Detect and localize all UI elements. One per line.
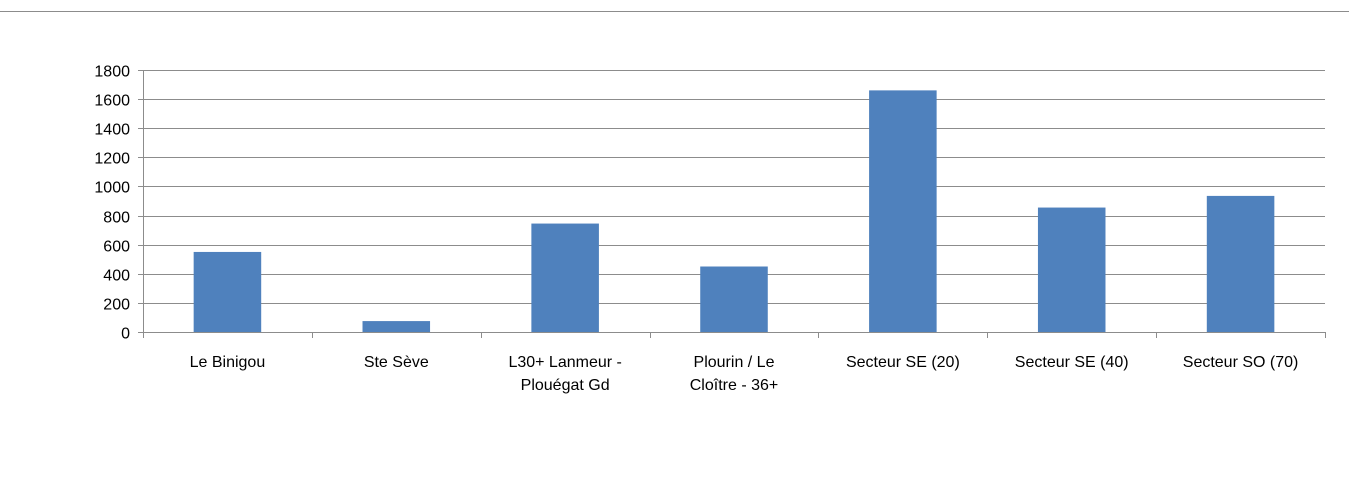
x-category-label-line: Plouégat Gd (521, 377, 610, 394)
x-category-label-line: Le Binigou (190, 354, 266, 371)
bars (193, 90, 1275, 332)
y-tick-label: 1600 (94, 93, 130, 110)
x-category-label-line: Cloître - 36+ (690, 377, 778, 394)
x-category-label: Secteur SE (20) (846, 354, 960, 371)
y-tick-label: 600 (103, 239, 130, 256)
y-tick-label: 1400 (94, 122, 130, 139)
x-category-label: Plourin / Le Cloître - 36+ (690, 354, 778, 394)
bar (869, 90, 937, 332)
x-category-label-line: Ste Sève (364, 354, 429, 371)
bar (1037, 207, 1106, 332)
x-category-label: Secteur SE (40) (1015, 354, 1129, 371)
y-tick-labels: 0 200 400 600 800 1000 1200 1400 1600 1800 (94, 64, 130, 343)
x-category-label: Le Binigou (190, 354, 266, 371)
axes (138, 70, 1326, 338)
x-category-label-line: Plourin / Le (694, 354, 775, 371)
y-tick-label: 1000 (94, 180, 130, 197)
y-tick-label: 800 (103, 210, 130, 227)
y-tick-label: 200 (103, 297, 130, 314)
gridlines (143, 70, 1325, 304)
y-tick-label: 0 (121, 326, 130, 343)
y-tick-label: 1800 (94, 64, 130, 81)
x-category-label: L30+ Lanmeur - Plouégat Gd (508, 354, 621, 394)
x-category-labels: Le Binigou Ste Sève L30+ Lanmeur - Plouégat… (190, 354, 1299, 394)
bar (362, 321, 431, 332)
bar (531, 223, 599, 332)
x-category-label-line: Secteur SE (40) (1015, 354, 1129, 371)
x-category-label: Secteur SO (70) (1183, 354, 1299, 371)
top-divider (0, 11, 1349, 12)
bar (700, 266, 768, 332)
x-category-label-line: Secteur SO (70) (1183, 354, 1299, 371)
bar (193, 251, 262, 332)
x-category-label-line: L30+ Lanmeur - (508, 354, 621, 371)
y-tick-label: 1200 (94, 151, 130, 168)
bar (1206, 195, 1275, 332)
y-tick-label: 400 (103, 268, 130, 285)
x-category-label: Ste Sève (364, 354, 429, 371)
x-category-label-line: Secteur SE (20) (846, 354, 960, 371)
